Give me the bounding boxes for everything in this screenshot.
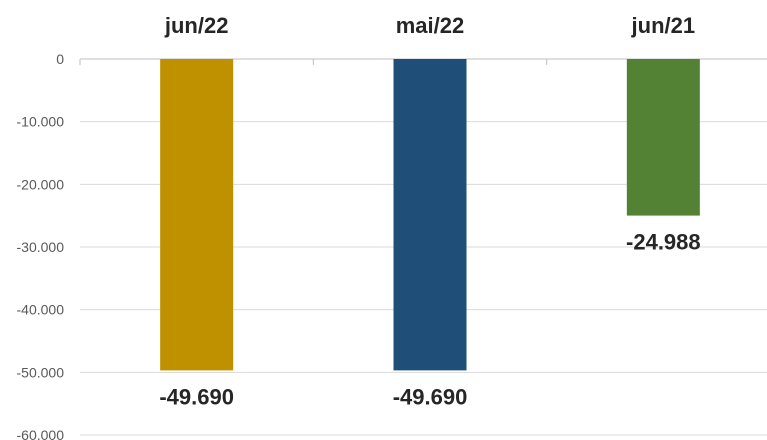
category-labels: jun/22 mai/22 jun/21 <box>164 13 695 38</box>
bar <box>393 59 467 371</box>
category-label: jun/21 <box>631 13 696 38</box>
bar <box>160 59 234 371</box>
data-label: -49.690 <box>393 384 468 409</box>
y-tick-label: 0 <box>56 51 64 67</box>
data-label: -49.690 <box>159 384 234 409</box>
data-label: -24.988 <box>626 230 701 255</box>
y-axis-ticks: 0 -10.000 -20.000 -30.000 -40.000 -50.000 -60.… <box>17 51 65 440</box>
y-tick-label: -20.000 <box>17 176 65 192</box>
category-label: mai/22 <box>396 13 465 38</box>
y-tick-label: -50.000 <box>17 364 65 380</box>
bar <box>626 59 700 216</box>
y-tick-label: -10.000 <box>17 114 65 130</box>
y-tick-label: -40.000 <box>17 302 65 318</box>
data-labels: -49.690 -49.690 -24.988 <box>159 230 700 410</box>
y-tick-label: -30.000 <box>17 239 65 255</box>
category-label: jun/22 <box>164 13 229 38</box>
y-tick-label: -60.000 <box>17 427 65 440</box>
bars <box>160 59 700 371</box>
